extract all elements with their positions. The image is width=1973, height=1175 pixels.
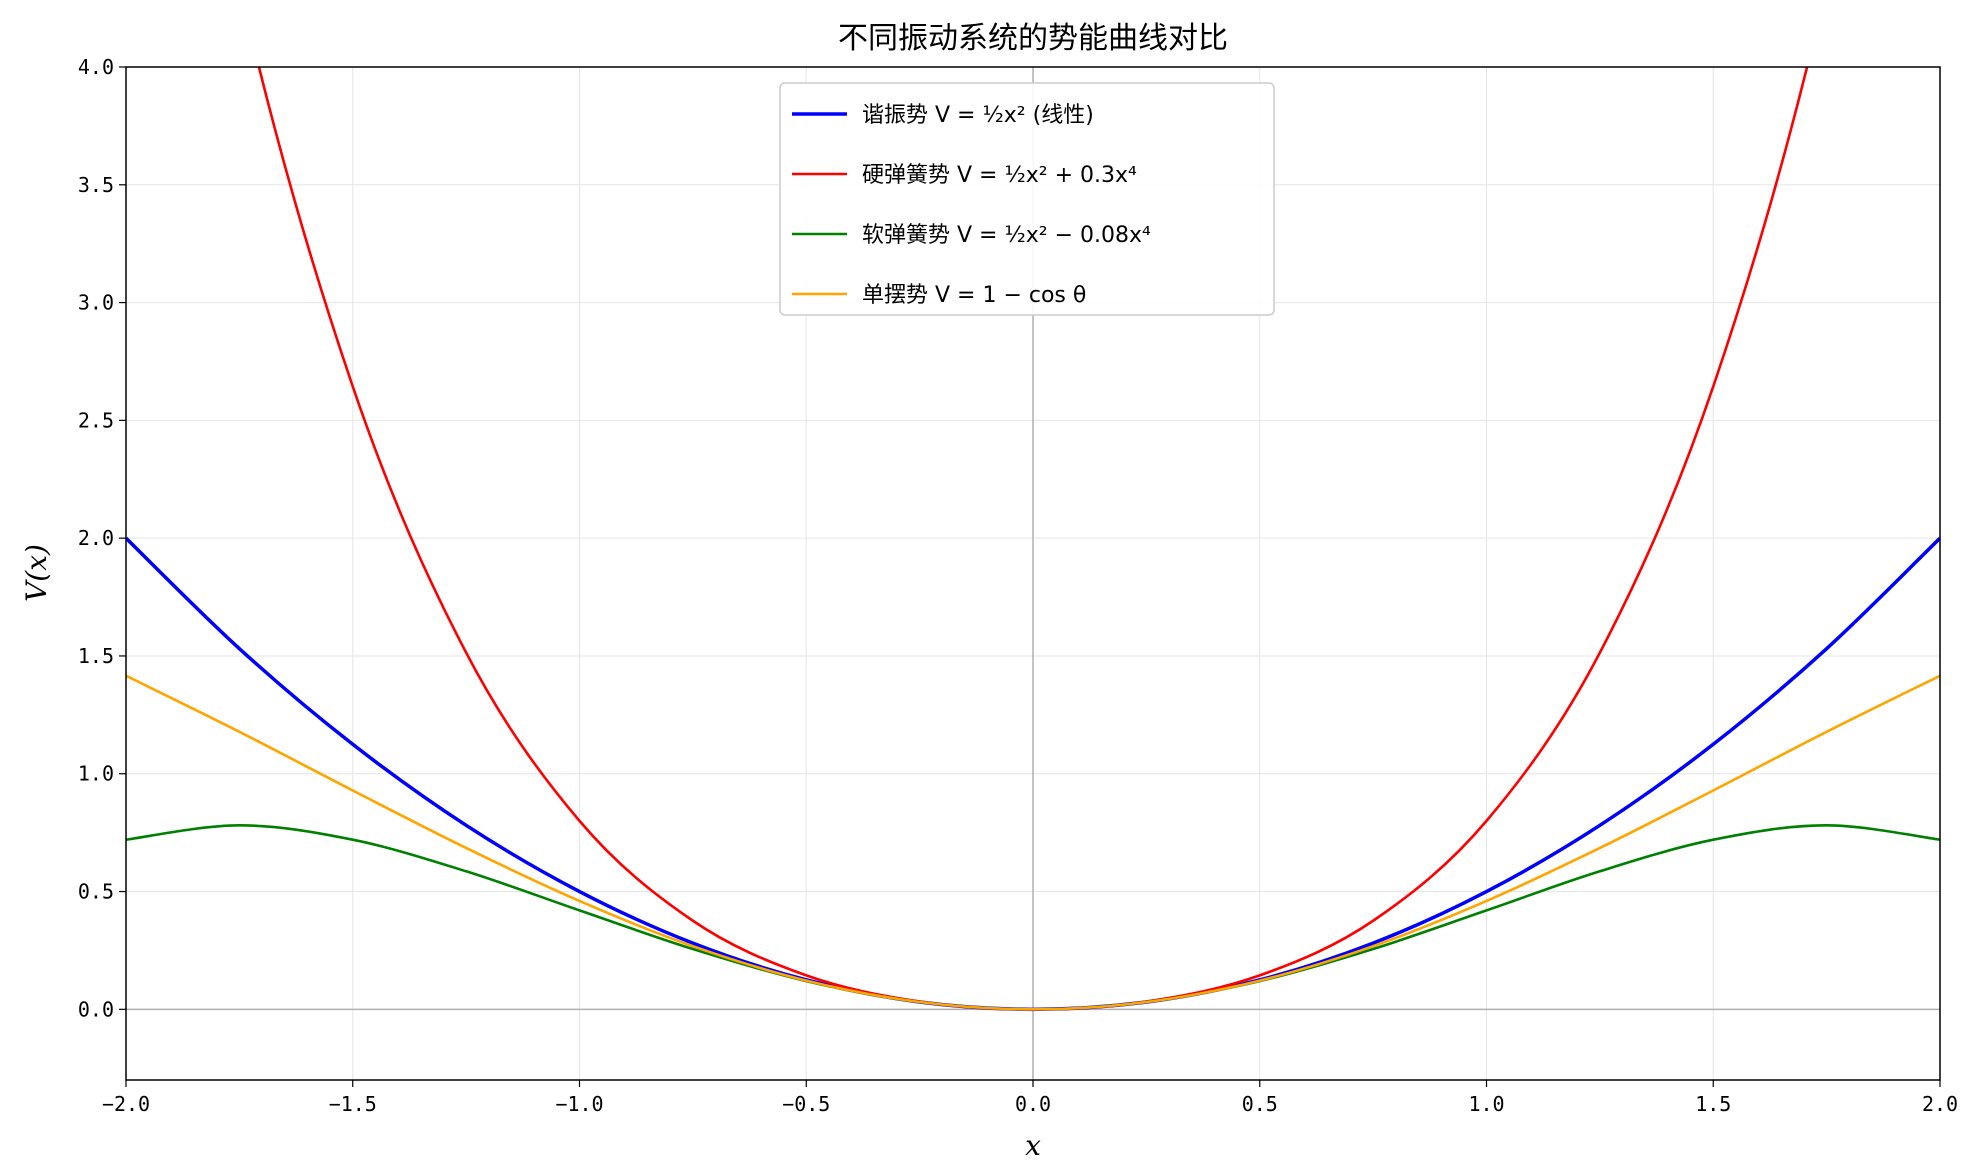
x-tick-label: 0.0 bbox=[1015, 1092, 1051, 1116]
x-tick-label: −2.0 bbox=[102, 1092, 150, 1116]
x-tick-label: 2.0 bbox=[1922, 1092, 1958, 1116]
x-axis-ticks: −2.0 −1.5 −1.0 −0.5 0.0 0.5 1.0 1.5 2.0 bbox=[102, 1080, 1958, 1116]
y-axis-ticks: 0.0 0.5 1.0 1.5 2.0 2.5 3.0 3.5 4.0 bbox=[78, 55, 126, 1021]
y-tick-label: 2.0 bbox=[78, 526, 114, 550]
x-tick-label: 0.5 bbox=[1242, 1092, 1278, 1116]
x-tick-label: 1.5 bbox=[1695, 1092, 1731, 1116]
legend-label-hard-spring: 硬弹簧势 V = ½x² + 0.3x⁴ bbox=[862, 163, 1137, 188]
x-tick-label: −1.5 bbox=[329, 1092, 377, 1116]
x-tick-label: 1.0 bbox=[1468, 1092, 1504, 1116]
y-tick-label: 2.5 bbox=[78, 408, 114, 432]
chart-title: 不同振动系统的势能曲线对比 bbox=[838, 21, 1228, 56]
y-tick-label: 3.0 bbox=[78, 291, 114, 315]
y-axis-label: V(x) bbox=[20, 544, 53, 602]
legend-label-harmonic: 谐振势 V = ½x² (线性) bbox=[862, 103, 1094, 128]
legend: 谐振势 V = ½x² (线性) 硬弹簧势 V = ½x² + 0.3x⁴ 软弹簧势… bbox=[779, 82, 1275, 316]
series-line-pendulum bbox=[126, 674, 1940, 1011]
legend-box bbox=[779, 82, 1275, 316]
legend-label-pendulum: 单摆势 V = 1 − cos θ bbox=[862, 283, 1086, 308]
y-tick-label: 0.0 bbox=[78, 997, 114, 1021]
y-tick-label: 1.5 bbox=[78, 644, 114, 668]
y-tick-label: 0.5 bbox=[78, 880, 114, 904]
x-axis-label: x bbox=[1025, 1129, 1041, 1162]
series-group bbox=[126, 67, 1940, 1012]
y-tick-label: 1.0 bbox=[78, 762, 114, 786]
y-tick-label: 3.5 bbox=[78, 173, 114, 197]
x-tick-label: −0.5 bbox=[782, 1092, 830, 1116]
y-tick-label: 4.0 bbox=[78, 55, 114, 79]
x-tick-label: −1.0 bbox=[555, 1092, 603, 1116]
legend-label-soft-spring: 软弹簧势 V = ½x² − 0.08x⁴ bbox=[862, 223, 1151, 248]
